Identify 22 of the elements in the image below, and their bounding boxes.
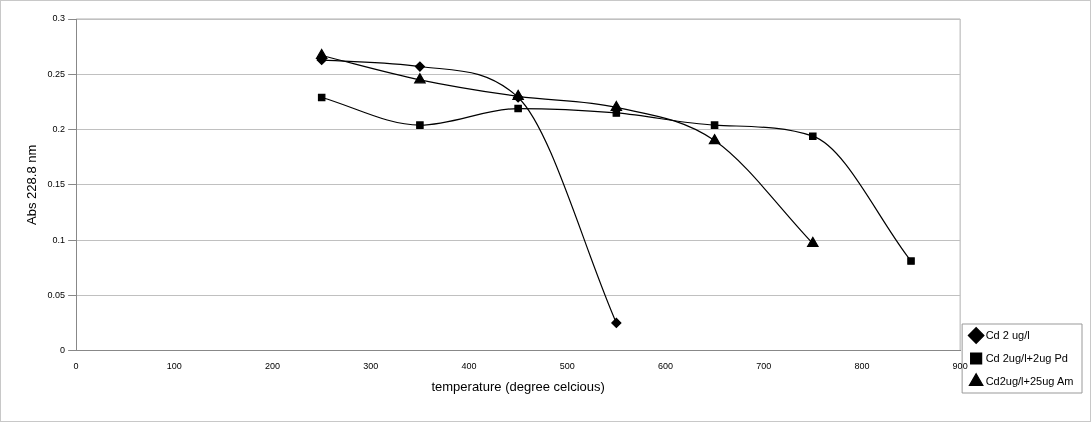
y-tick-label: 0.05 [47, 289, 66, 300]
y-axis-title: Abs 228.8 nm [24, 144, 40, 225]
y-tick-label: 0.3 [52, 13, 66, 24]
x-tick-label: 100 [166, 361, 182, 372]
legend-label: Cd 2 ug/l [985, 328, 1030, 341]
x-tick-label: 900 [952, 361, 968, 372]
legend-label: Cd 2ug/l+2ug Pd [985, 351, 1068, 364]
x-tick-label: 400 [461, 361, 477, 372]
y-tick-label: 0.15 [47, 179, 66, 190]
y-tick-label: 0.1 [52, 234, 66, 245]
legend-label: Cd2ug/l+25ug Am [985, 374, 1074, 387]
x-tick-label: 300 [363, 361, 379, 372]
x-tick-label: 500 [559, 361, 575, 372]
x-tick-label: 200 [265, 361, 281, 372]
y-tick-label: 0.25 [47, 68, 66, 79]
x-tick-label: 0 [73, 361, 79, 372]
y-tick-label: 0 [60, 345, 66, 356]
x-tick-label: 600 [657, 361, 673, 372]
y-tick-label: 0.2 [52, 124, 66, 135]
x-tick-label: 700 [756, 361, 772, 372]
x-axis-title: temperature (degree celcious) [431, 378, 605, 394]
x-tick-label: 800 [854, 361, 870, 372]
